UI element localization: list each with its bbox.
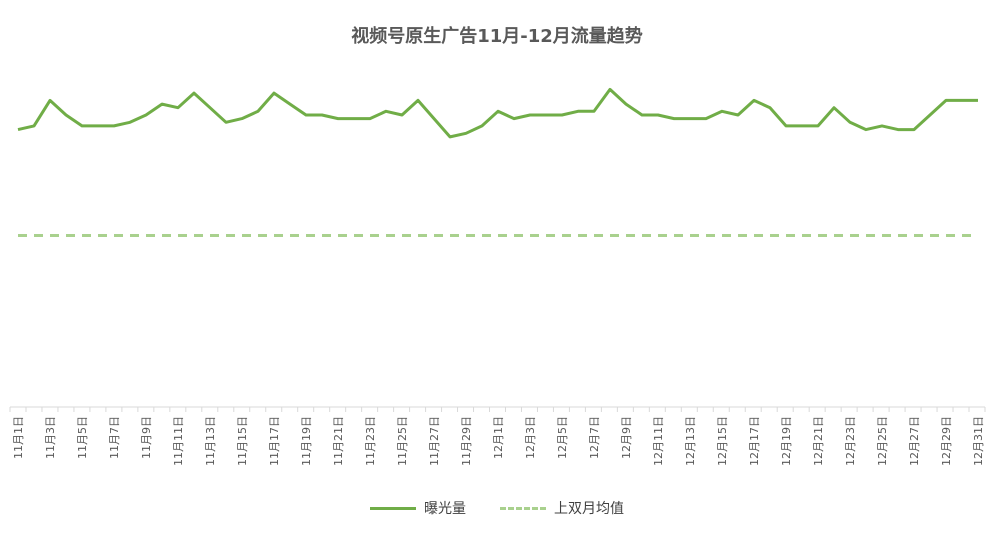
x-tick-label: 11月11日 [172, 416, 185, 466]
x-tick-label: 12月15日 [716, 416, 729, 466]
x-tick-label: 11月25日 [396, 416, 409, 466]
x-tick-label: 11月21日 [332, 416, 345, 466]
x-tick-label: 11月1日 [12, 416, 25, 459]
legend-item-exposure: 曝光量 [370, 498, 466, 518]
legend-swatch-solid [370, 506, 416, 510]
x-tick-label: 11月5日 [76, 416, 89, 459]
x-tick-label: 11月15日 [236, 416, 249, 466]
x-tick-label: 12月1日 [492, 416, 505, 459]
x-tick-label: 12月5日 [556, 416, 569, 459]
x-tick-label: 12月13日 [684, 416, 697, 466]
x-tick-label: 12月3日 [524, 416, 537, 459]
legend-swatch-dashed [500, 506, 546, 510]
x-tick-label: 12月11日 [652, 416, 665, 466]
x-tick-label: 12月23日 [844, 416, 857, 466]
x-tick-label: 12月25日 [876, 416, 889, 466]
x-tick-label: 11月9日 [140, 416, 153, 459]
x-tick-label: 12月19日 [780, 416, 793, 466]
x-tick-label: 11月3日 [44, 416, 57, 459]
x-tick-label: 11月7日 [108, 416, 121, 459]
legend-item-average: 上双月均值 [500, 498, 624, 518]
x-tick-label: 12月9日 [620, 416, 633, 459]
chart-title: 视频号原生广告11月-12月流量趋势 [351, 26, 643, 47]
x-tick-label: 12月31日 [972, 416, 985, 466]
x-tick-label: 12月21日 [812, 416, 825, 466]
legend: 曝光量 上双月均值 [0, 498, 994, 518]
x-tick-label: 11月23日 [364, 416, 377, 466]
x-tick-label: 11月27日 [428, 416, 441, 466]
x-tick-label: 12月17日 [748, 416, 761, 466]
x-tick-label: 12月27日 [908, 416, 921, 466]
series-line-exposure [17, 87, 978, 139]
x-tick-label: 11月13日 [204, 416, 217, 466]
x-tick-label: 11月19日 [300, 416, 313, 466]
x-tick-label: 11月17日 [268, 416, 281, 466]
x-tick-label: 11月29日 [460, 416, 473, 466]
legend-label-exposure: 曝光量 [424, 501, 466, 517]
x-tick-label: 12月29日 [940, 416, 953, 466]
x-tick-label: 12月7日 [588, 416, 601, 459]
legend-label-average: 上双月均值 [554, 501, 624, 517]
